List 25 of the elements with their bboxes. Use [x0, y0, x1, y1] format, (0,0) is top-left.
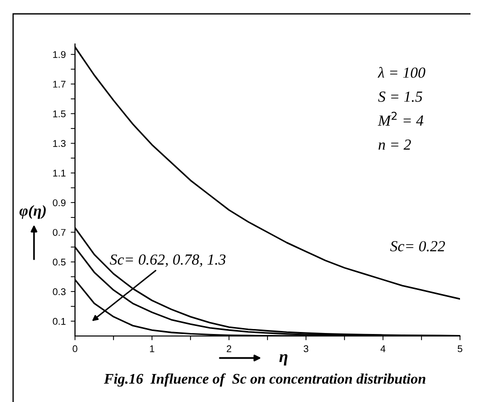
y-axis-title: φ(η) [19, 205, 46, 219]
x-tick-label: 2 [226, 345, 232, 352]
annotation: S = 1.5 [378, 92, 422, 102]
annotation: n = 2 [378, 140, 411, 150]
x-tick-label: 0 [72, 345, 78, 352]
x-tick-label: 1 [150, 345, 154, 352]
x-tick-label: 3 [304, 345, 308, 352]
y-tick-label: 1.9 [53, 51, 66, 58]
y-tick-label: 1.7 [53, 80, 66, 88]
y-tick-label: 1.3 [53, 140, 66, 147]
annotation: Sc= 0.22 [390, 241, 445, 252]
y-tick-label: 0.5 [52, 258, 66, 266]
annotation: Sc= 0.62, 0.78, 1.3 [110, 254, 226, 267]
x-tick-label: 5 [458, 345, 462, 352]
x-axis-title: η [279, 354, 288, 366]
caption: Fig.16 Influence of Sc on concentration distribution [104, 373, 426, 387]
annotation: M$^{2}$ = 4 [378, 112, 424, 126]
annotation: λ = 100 [378, 66, 426, 78]
x-tick-label: 4 [380, 345, 386, 352]
y-tick-label: 0.1 [52, 318, 66, 325]
y-tick-label: 0.3 [52, 288, 66, 296]
y-tick-label: 0.9 [52, 199, 66, 206]
y-tick-label: 1.1 [53, 170, 66, 176]
y-tick-label: 0.7 [52, 228, 66, 236]
y-tick-label: 1.5 [53, 110, 66, 118]
